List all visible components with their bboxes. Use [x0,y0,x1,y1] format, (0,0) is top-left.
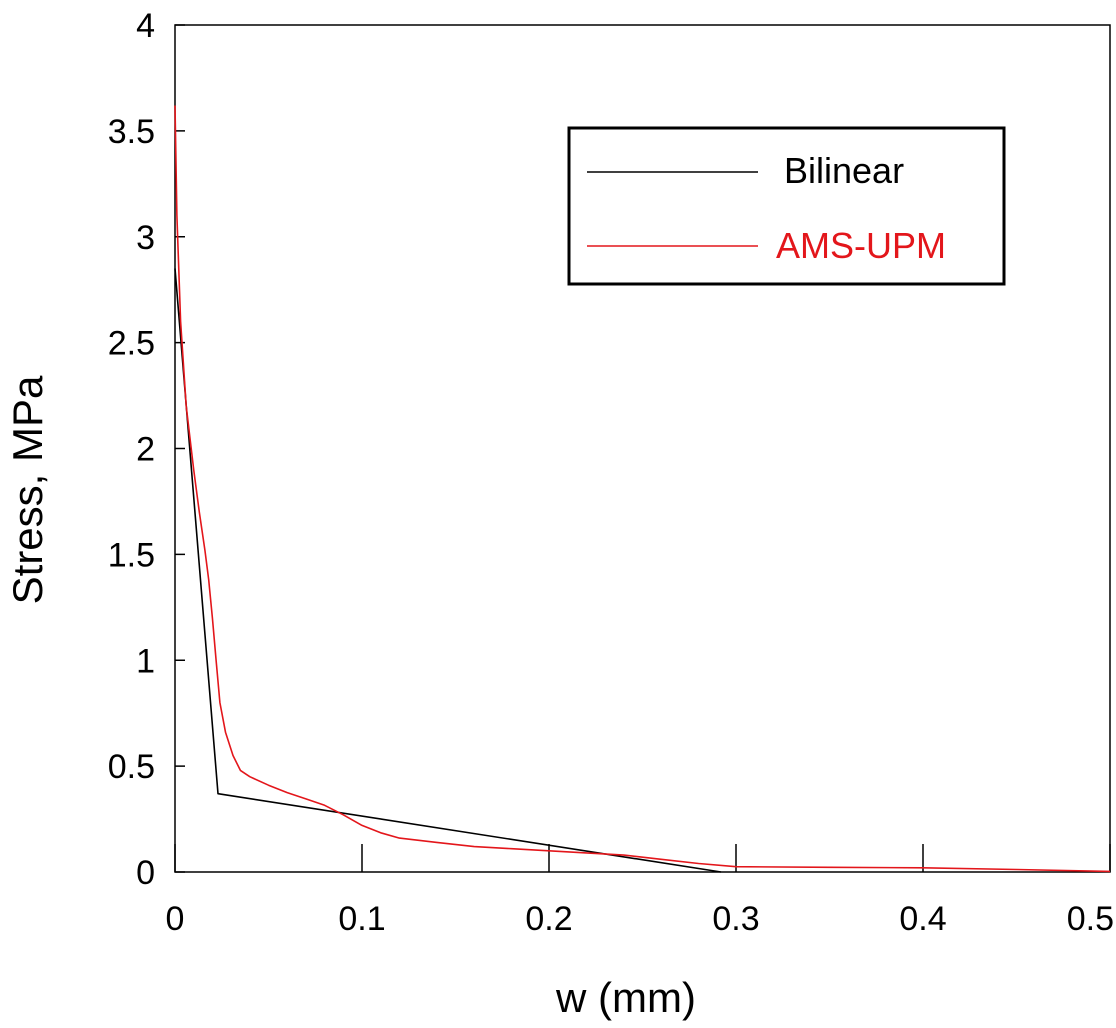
y-tick-label: 3 [136,219,155,257]
x-tick-label: 0.4 [899,900,946,938]
series-line-ams-upm [174,105,1111,873]
x-tick-label: 0.2 [525,900,572,938]
y-tick-label: 3.5 [108,113,155,151]
x-tick-label: 0.3 [712,900,759,938]
y-tick-label: 1 [136,642,155,680]
legend-label-ams-upm: AMS-UPM [776,225,946,266]
y-tick-label: 2 [136,431,155,469]
y-tick-label: 1.5 [108,536,155,574]
x-axis-title: w (mm) [555,974,696,1021]
x-tick-label: 0.5 [1067,900,1114,938]
series-line-bilinear [174,268,722,873]
y-tick-label: 0 [136,854,155,892]
legend-label-bilinear: Bilinear [784,150,904,191]
series-layer [174,105,1111,873]
x-tick-label: 0 [166,900,185,938]
y-axis-ticks: 0 0.5 1 1.5 2 2.5 3 3.5 4 [108,7,185,892]
y-axis-title: Stress, MPa [4,375,51,604]
x-axis-ticks: 0 0.1 0.2 0.3 0.4 0.5 [166,844,1114,938]
x-tick-label: 0.1 [338,900,385,938]
y-tick-label: 2.5 [108,325,155,363]
legend: Bilinear AMS-UPM [567,126,1006,286]
y-tick-label: 0.5 [108,748,155,786]
y-tick-label: 4 [136,7,155,45]
legend-box [567,126,1006,286]
